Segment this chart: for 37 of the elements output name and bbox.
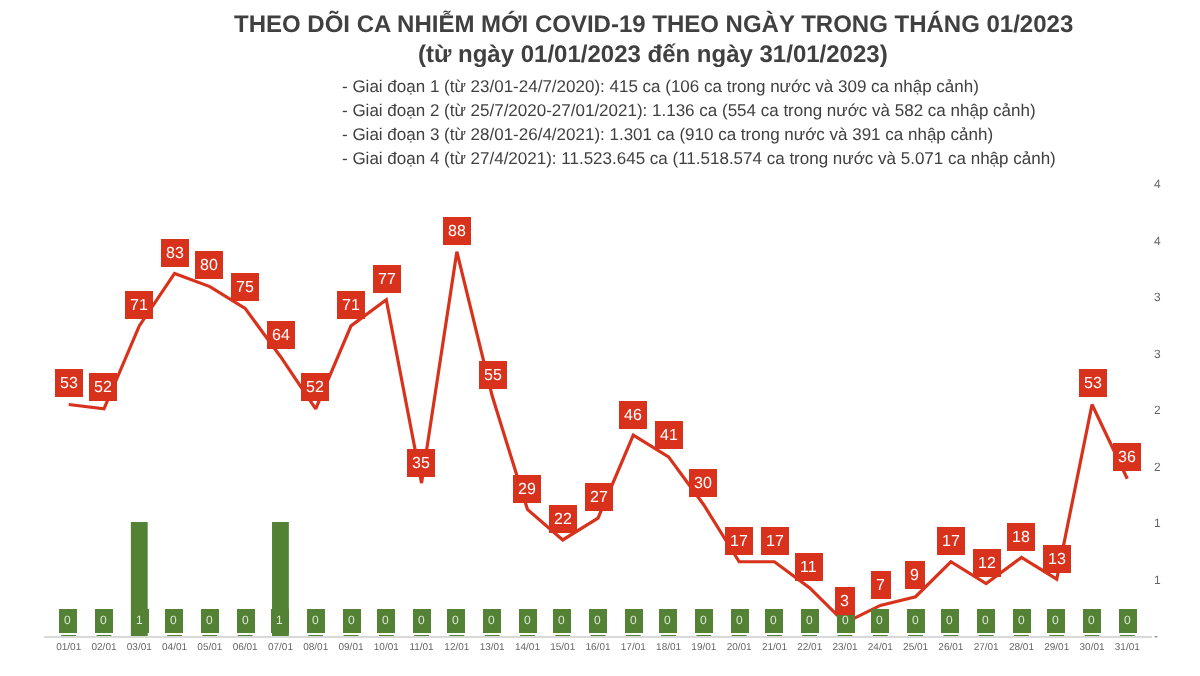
data-label: 17 [730,532,749,550]
data-label: 55 [484,366,503,384]
text: - Giai đoạn 3 (từ 28/01-26/4/2021): 1.301 ca (910 ca trong nước và 391 ca nhập cảnh) [342,124,994,144]
data-label: 12 [978,554,997,572]
data-label: 36 [1118,448,1137,466]
data-label: 46 [624,406,643,424]
chart-subtitle: (từ ngày 01/01/2023 đến ngày 31/01/2023) [418,40,888,68]
text: - Giai đoạn 2 (từ 25/7/2020-27/01/2021): 1.136 ca (554 ca trong nước và 582 ca nhập cảnh) [342,100,1036,120]
data-label: 75 [236,278,255,296]
data-label: 7 [876,576,886,594]
data-label: 18 [1012,528,1031,546]
chart-title: THEO DÕI CA NHIỄM MỚI COVID-19 THEO NGÀY TRONG THÁNG 01/2023 [234,10,1074,38]
data-label: 80 [200,256,219,274]
data-label: 83 [166,244,185,262]
data-label: 71 [342,296,361,314]
text: - Giai đoạn 4 (từ 27/4/2021): 11.523.645 ca (11.518.574 ca trong nước và 5.071 ca nhập cảnh) [342,148,1057,168]
data-label: 9 [910,566,920,584]
data-label: 41 [660,426,679,444]
data-label: 53 [1084,374,1103,392]
data-label: 52 [94,378,113,396]
data-label: 52 [306,378,325,396]
data-label: 27 [590,488,609,506]
data-label: 53 [60,374,79,392]
data-label: 13 [1048,550,1067,568]
data-label: 35 [412,454,431,472]
data-label: 22 [554,510,573,528]
data-label: 29 [518,480,537,498]
data-label: 3 [840,592,850,610]
data-label: 11 [800,558,818,576]
data-label: 17 [942,532,961,550]
text: - Giai đoạn 1 (từ 23/01-24/7/2020): 415 ca (106 ca trong nước và 309 ca nhập cảnh) [342,76,980,96]
data-label: 17 [766,532,785,550]
data-label: 77 [378,270,397,288]
data-label: 30 [694,474,713,492]
data-label: 64 [272,326,291,344]
data-label: 71 [130,296,149,314]
data-label: 88 [448,222,467,240]
